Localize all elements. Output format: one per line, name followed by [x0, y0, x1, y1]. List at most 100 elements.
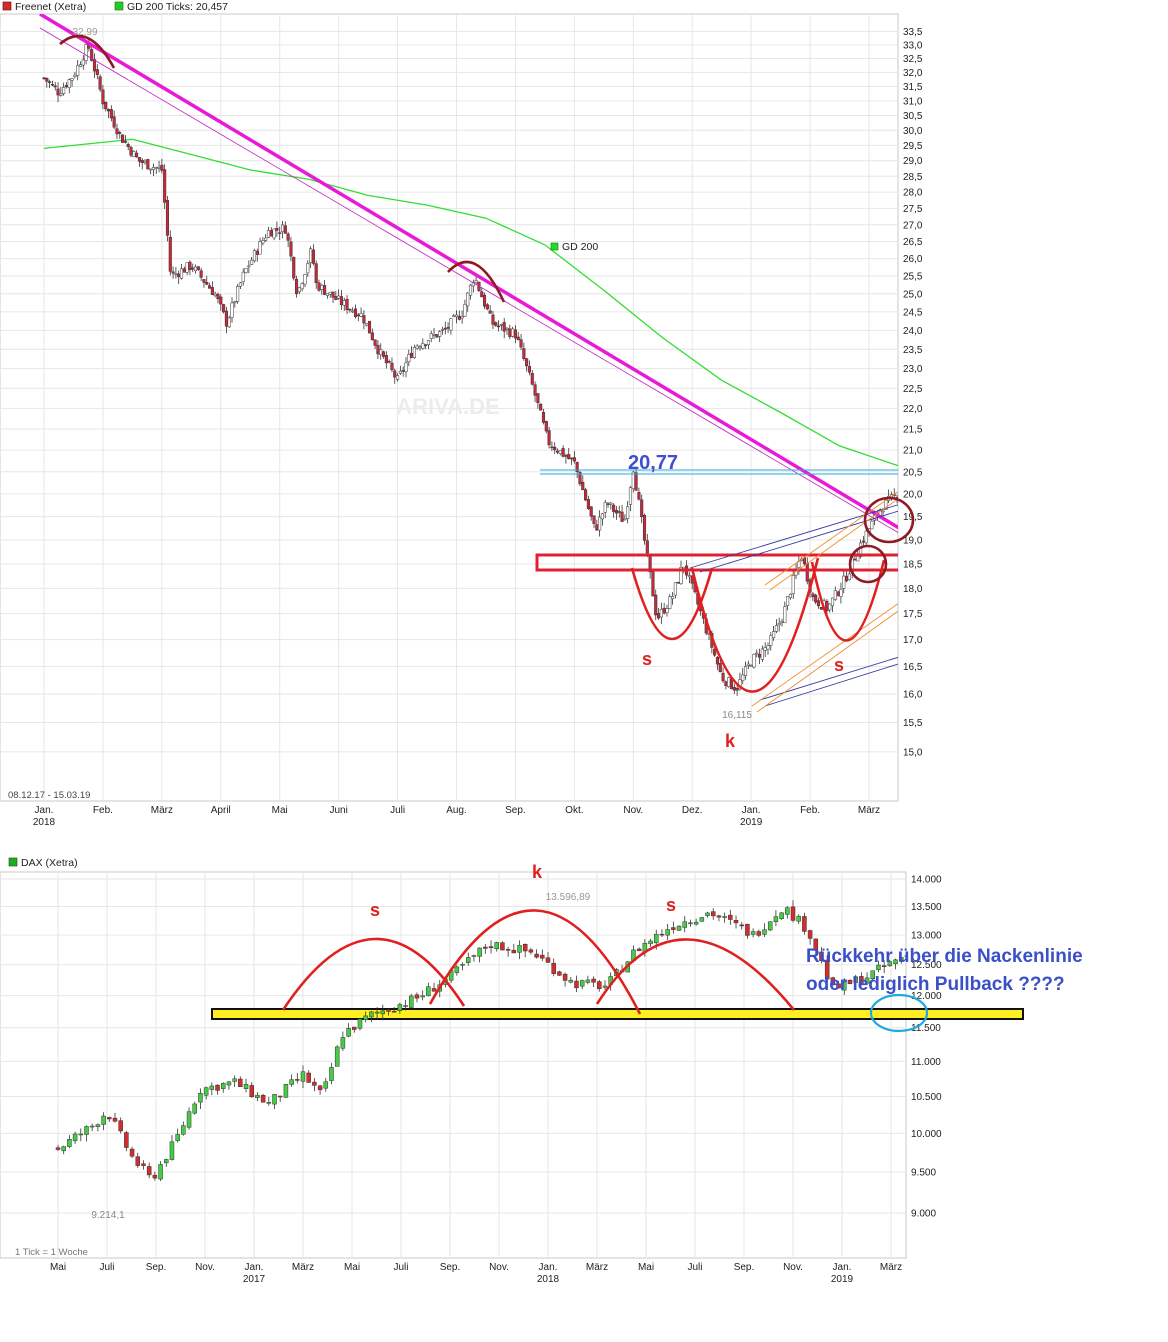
candle-body [688, 922, 693, 925]
candle-body [682, 921, 687, 928]
candle-body [230, 302, 234, 318]
candle-body [1156, 1045, 1160, 1055]
candle-body [215, 1084, 220, 1091]
candle-body [471, 955, 477, 957]
candle-body [67, 1139, 72, 1147]
candle-body [609, 502, 613, 505]
candle-body [213, 293, 217, 296]
candle-body [721, 672, 725, 682]
candle-body [705, 912, 710, 916]
candle-body [198, 1092, 203, 1103]
dax-high-label: 13.596,89 [546, 892, 591, 903]
dax-neckline-bar [211, 1008, 1024, 1020]
candle-body [772, 631, 776, 639]
candle-body [1082, 983, 1086, 987]
candle-body [485, 304, 489, 310]
candle-body [743, 666, 748, 676]
candle-body [334, 1046, 340, 1067]
candle-body [805, 563, 809, 582]
candle-body [836, 591, 840, 596]
candle-body [396, 375, 400, 380]
candle-body [454, 314, 459, 318]
top-candles [42, 39, 898, 696]
candle-body [126, 144, 130, 147]
candle-body [106, 108, 111, 112]
y-tick-label: 21,0 [903, 446, 923, 457]
x-tick-label: Aug. [446, 805, 467, 816]
x-tick-label: Mai [272, 805, 288, 816]
candle-body [260, 1095, 266, 1103]
candle-body [443, 327, 447, 330]
y-tick-label: 14.000 [911, 875, 942, 886]
x-tick-label: Jan. [245, 1262, 264, 1273]
candle-body [415, 345, 419, 349]
candle-body [654, 933, 659, 944]
candle-body [409, 995, 414, 1008]
candle-body [272, 228, 276, 239]
candle-body [61, 1146, 66, 1152]
head-arc [690, 557, 820, 693]
y-tick-label: 13.000 [911, 931, 942, 942]
x-tick-label: März [880, 1262, 902, 1273]
candle-body [597, 981, 602, 990]
candle-body [64, 85, 68, 88]
candle-body [497, 325, 501, 328]
candle-body [112, 1117, 118, 1122]
x-tick-label: Juli [99, 1262, 114, 1273]
candle-body [238, 1078, 243, 1088]
top-arc-january [59, 34, 116, 69]
candle-body [175, 1134, 180, 1141]
candle-body [562, 973, 568, 981]
legend-ma200-label: GD 200 Ticks: 20,457 [127, 1, 228, 13]
breakout-circle-upper [863, 496, 915, 544]
candle-body [567, 454, 571, 459]
candle-body [317, 1085, 323, 1091]
top-chart-panel: 15,015,516,016,517,017,518,018,519,019,5… [0, 1, 923, 828]
y-tick-label: 17,0 [903, 635, 923, 646]
candle-body [369, 1011, 374, 1018]
y-tick-label: 17,5 [903, 609, 923, 620]
candle-body [42, 77, 46, 80]
candle-body [600, 513, 604, 520]
candle-body [431, 988, 437, 992]
candle-body [728, 914, 733, 920]
y-tick-label: 16,5 [903, 662, 923, 673]
dax-right-shoulder-label: s [666, 895, 676, 915]
candle-body [280, 224, 285, 232]
y-tick-label: 20,5 [903, 467, 923, 478]
candle-body [767, 921, 773, 931]
candle-body [773, 916, 779, 923]
question-line-2: oder lediglich Pullback ???? [806, 974, 1065, 995]
candle-body [152, 1174, 158, 1179]
candle-body [859, 542, 863, 557]
candle-body [802, 916, 807, 932]
candle-body [1139, 1034, 1143, 1042]
dax-left-shoulder-label: s [370, 900, 380, 920]
y-tick-label: 32,5 [903, 54, 923, 65]
candle-body [1127, 1029, 1131, 1036]
candle-body [232, 1078, 237, 1082]
candle-body [186, 1111, 192, 1128]
candle-body [283, 225, 287, 234]
x-tick-label: Juli [390, 805, 405, 816]
candle-body [876, 964, 881, 971]
candle-body [1064, 981, 1068, 985]
dax-left-shoulder-arc [281, 937, 466, 1011]
candle-body [440, 328, 445, 331]
candle-body [67, 79, 71, 88]
candle-body [488, 946, 494, 949]
candle-body [786, 596, 790, 606]
candle-body [807, 930, 813, 939]
candle-body [463, 304, 467, 317]
candle-body [591, 978, 596, 983]
candle-body [811, 593, 815, 598]
candle-body [491, 314, 495, 325]
candle-body [718, 663, 722, 673]
candle-body [574, 980, 579, 989]
dax-low-label: 9.214,1 [91, 1210, 125, 1221]
candle-body [309, 248, 313, 264]
candle-body [182, 268, 186, 273]
candle-body [196, 266, 200, 270]
y-tick-label: 27,0 [903, 220, 923, 231]
candle-body [202, 279, 206, 283]
